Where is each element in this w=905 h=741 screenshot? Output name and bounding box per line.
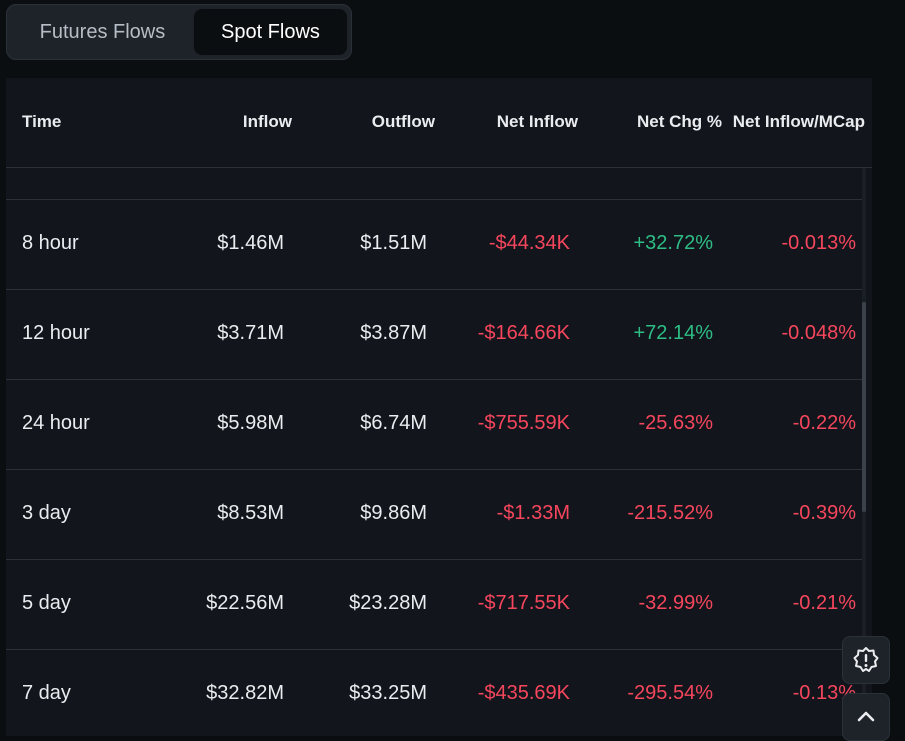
- table-row: 12 hour $3.71M $3.87M -$164.66K +72.14% …: [6, 290, 864, 380]
- table-row: 24 hour $5.98M $6.74M -$755.59K -25.63% …: [6, 380, 864, 470]
- cell-net-inflow: -$717.55K: [477, 592, 570, 614]
- cell-net-inflow-mcap: -0.39%: [792, 502, 856, 524]
- alert-button[interactable]: [842, 636, 890, 684]
- tab-spot-flows[interactable]: Spot Flows: [193, 9, 347, 55]
- cell-net-inflow: -$164.66K: [477, 322, 570, 344]
- cell-inflow: $32.82M: [206, 682, 284, 704]
- header-outflow: Outflow: [371, 112, 435, 131]
- header-time: Time: [22, 112, 62, 131]
- cell-inflow: $22.56M: [206, 592, 284, 614]
- cell-net-inflow-mcap: -0.013%: [781, 232, 857, 254]
- cell-inflow: $3.71M: [217, 322, 284, 344]
- header-net-inflow: Net Inflow: [496, 112, 578, 131]
- cell-net-chg: -215.52%: [627, 502, 713, 524]
- cell-outflow: $9.86M: [360, 502, 427, 524]
- cell-time: 8 hour: [22, 232, 79, 254]
- table-header: Time Inflow Outflow Net Inflow Net Chg %…: [6, 78, 872, 168]
- tab-futures-flows[interactable]: Futures Flows: [39, 20, 166, 43]
- cell-net-inflow-mcap: -0.048%: [781, 322, 857, 344]
- table-body: 8 hour $1.46M $1.51M -$44.34K +32.72% -0…: [6, 168, 872, 736]
- table-row: 5 day $22.56M $23.28M -$717.55K -32.99% …: [6, 560, 864, 650]
- table-row: 8 hour $1.46M $1.51M -$44.34K +32.72% -0…: [6, 200, 864, 290]
- header-inflow: Inflow: [242, 112, 292, 131]
- cell-net-inflow-mcap: -0.21%: [792, 592, 856, 614]
- cell-time: 24 hour: [22, 412, 90, 434]
- table-row: 7 day $32.82M $33.25M -$435.69K -295.54%…: [6, 650, 864, 736]
- cell-time: 3 day: [22, 502, 71, 524]
- cell-net-chg: -295.54%: [627, 682, 713, 704]
- header-net-inflow-mcap: Net Inflow/MCap: [732, 112, 865, 131]
- row-divider: [6, 168, 864, 200]
- cell-outflow: $6.74M: [360, 412, 427, 434]
- cell-net-inflow: -$755.59K: [477, 412, 570, 434]
- table-row: 3 day $8.53M $9.86M -$1.33M -215.52% -0.…: [6, 470, 864, 560]
- cell-inflow: $8.53M: [217, 502, 284, 524]
- cell-outflow: $1.51M: [360, 232, 427, 254]
- scroll-to-top-button[interactable]: [842, 693, 890, 741]
- cell-net-chg: -32.99%: [638, 592, 714, 614]
- chevron-up-icon: [857, 711, 875, 722]
- cell-net-inflow: -$435.69K: [477, 682, 570, 704]
- cell-net-inflow-mcap: -0.13%: [792, 682, 856, 704]
- cell-net-inflow: -$44.34K: [488, 232, 570, 254]
- cell-outflow: $23.28M: [349, 592, 427, 614]
- flows-table: Time Inflow Outflow Net Inflow Net Chg %…: [6, 78, 872, 736]
- cell-time: 7 day: [22, 682, 71, 704]
- flow-type-tabs: Futures Flows Spot Flows: [6, 4, 352, 60]
- alert-badge-icon: [853, 647, 879, 672]
- cell-net-chg: +32.72%: [633, 232, 713, 254]
- cell-time: 12 hour: [22, 322, 90, 344]
- cell-time: 5 day: [22, 592, 71, 614]
- cell-inflow: $5.98M: [217, 412, 284, 434]
- cell-net-chg: -25.63%: [638, 412, 714, 434]
- scrollbar-thumb[interactable]: [862, 302, 866, 512]
- cell-outflow: $33.25M: [349, 682, 427, 704]
- table-scrollbar[interactable]: [862, 168, 866, 736]
- cell-net-inflow: -$1.33M: [496, 502, 570, 524]
- cell-net-chg: +72.14%: [633, 322, 713, 344]
- cell-outflow: $3.87M: [360, 322, 427, 344]
- header-net-chg: Net Chg %: [637, 112, 722, 131]
- cell-net-inflow-mcap: -0.22%: [792, 412, 856, 434]
- cell-inflow: $1.46M: [217, 232, 284, 254]
